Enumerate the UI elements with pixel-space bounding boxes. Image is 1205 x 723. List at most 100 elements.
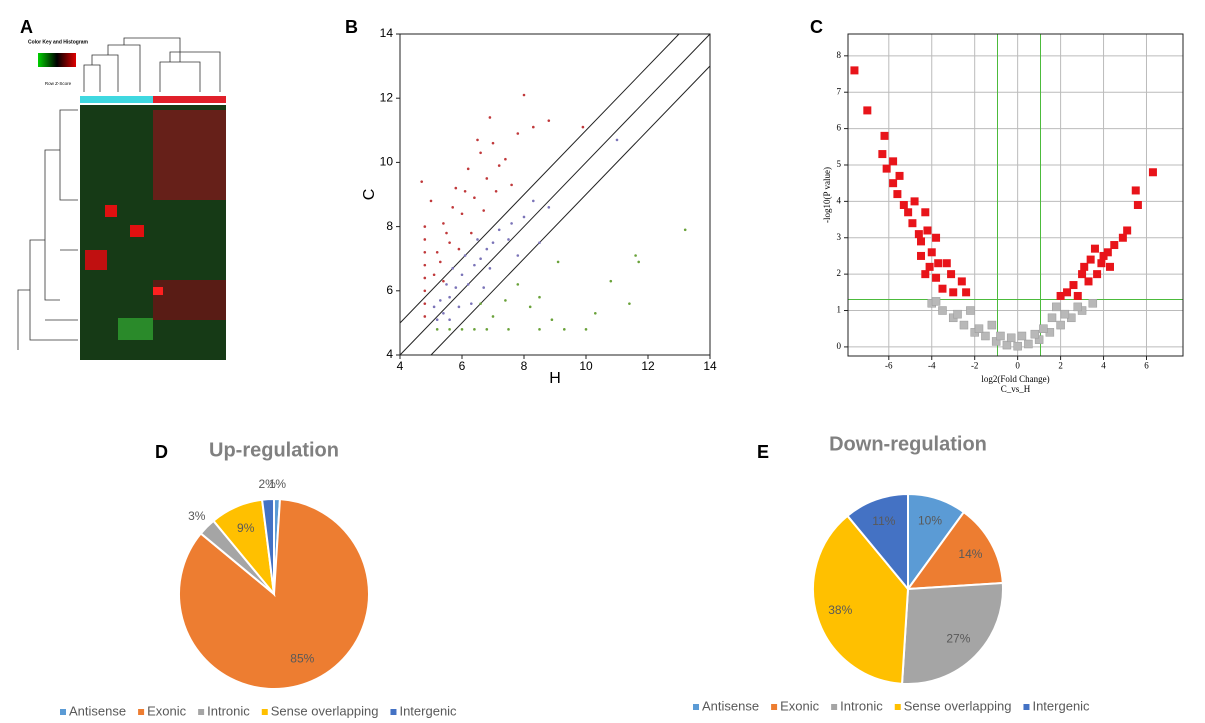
point bbox=[923, 226, 932, 235]
y-tick-label: 1 bbox=[837, 305, 842, 315]
x-axis-label: log2(Fold Change) bbox=[981, 374, 1049, 384]
point bbox=[448, 241, 451, 244]
point bbox=[615, 138, 619, 142]
point bbox=[609, 279, 613, 283]
point bbox=[550, 318, 554, 321]
y-tick-label: 8 bbox=[837, 50, 842, 60]
point bbox=[454, 186, 458, 190]
point bbox=[987, 320, 997, 330]
point bbox=[463, 254, 467, 257]
point bbox=[510, 183, 513, 187]
point bbox=[423, 302, 427, 305]
y-tick-label: 14 bbox=[380, 26, 394, 40]
diagonal-line bbox=[399, 33, 680, 324]
point bbox=[435, 318, 439, 321]
point bbox=[448, 295, 451, 299]
y-axis-label: C bbox=[361, 189, 378, 201]
pie-slice bbox=[260, 497, 275, 595]
point bbox=[504, 157, 507, 161]
point bbox=[893, 190, 902, 199]
legend-label: Sense overlapping bbox=[904, 698, 1012, 713]
point bbox=[473, 196, 476, 200]
point bbox=[953, 309, 962, 319]
point bbox=[439, 260, 442, 264]
point bbox=[878, 150, 887, 159]
x-tick-label: 14 bbox=[703, 359, 717, 373]
x-tick-label: -6 bbox=[885, 361, 893, 371]
point bbox=[479, 257, 482, 261]
group-bar bbox=[80, 96, 153, 103]
group-bar bbox=[153, 96, 226, 103]
x-tick-label: 4 bbox=[1101, 361, 1106, 371]
point bbox=[488, 267, 492, 270]
point bbox=[1006, 333, 1016, 343]
heatmap-block bbox=[105, 205, 117, 217]
data-label: 2% bbox=[258, 477, 276, 491]
point bbox=[917, 251, 926, 260]
point bbox=[423, 263, 427, 267]
point bbox=[470, 231, 473, 235]
point bbox=[1052, 302, 1061, 312]
y-axis-label: -log10(P value) bbox=[822, 167, 832, 223]
y-tick-label: 0 bbox=[837, 341, 842, 351]
point bbox=[683, 228, 687, 232]
point bbox=[485, 177, 489, 180]
point bbox=[516, 254, 520, 257]
point bbox=[460, 212, 464, 216]
heatmap: A Color Key and Histogram Row Z-Score bbox=[17, 17, 226, 360]
point bbox=[921, 270, 930, 279]
point bbox=[1148, 168, 1157, 177]
point bbox=[556, 260, 560, 264]
point bbox=[488, 116, 492, 119]
point bbox=[445, 231, 448, 235]
legend-label: Antisense bbox=[69, 703, 126, 718]
point bbox=[451, 267, 455, 270]
legend-swatch bbox=[771, 704, 778, 710]
point bbox=[1131, 186, 1140, 195]
x-tick-label: -2 bbox=[971, 361, 979, 371]
annotation: C_vs_H bbox=[1001, 384, 1031, 394]
x-tick-label: 6 bbox=[1144, 361, 1149, 371]
point bbox=[1105, 262, 1114, 271]
point bbox=[423, 289, 427, 293]
heatmap-block bbox=[85, 250, 107, 270]
data-label: 10% bbox=[918, 513, 942, 527]
point bbox=[957, 277, 966, 286]
point bbox=[917, 237, 926, 246]
point bbox=[1002, 340, 1012, 350]
x-tick-label: 10 bbox=[579, 359, 593, 373]
point bbox=[516, 283, 520, 286]
color-key bbox=[38, 53, 76, 67]
x-tick-label: 6 bbox=[459, 359, 466, 373]
point bbox=[504, 299, 507, 302]
point bbox=[463, 189, 467, 193]
panel-label: E bbox=[757, 442, 769, 462]
point bbox=[914, 230, 923, 239]
point bbox=[442, 279, 445, 283]
point bbox=[932, 273, 941, 282]
plot: 4 6 8 10 12 14 4 6 8 10 12 14 H C bbox=[361, 26, 717, 387]
point bbox=[448, 328, 451, 331]
point bbox=[423, 225, 427, 228]
point bbox=[1110, 241, 1119, 250]
point bbox=[460, 328, 464, 331]
heatmap-block bbox=[118, 318, 153, 340]
point bbox=[927, 248, 936, 257]
point bbox=[880, 131, 889, 140]
point bbox=[547, 206, 551, 209]
color-key-label: Row Z-Score bbox=[45, 81, 72, 86]
reference-lines bbox=[399, 33, 711, 356]
point bbox=[457, 247, 461, 251]
point bbox=[522, 215, 526, 219]
point bbox=[457, 305, 461, 309]
point bbox=[899, 201, 908, 210]
point bbox=[1123, 226, 1132, 235]
x-tick-label: 2 bbox=[1058, 361, 1063, 371]
point bbox=[473, 328, 476, 331]
point bbox=[429, 199, 433, 203]
point bbox=[1073, 291, 1082, 300]
point bbox=[1013, 341, 1022, 351]
point bbox=[423, 250, 427, 254]
point bbox=[528, 305, 532, 309]
point bbox=[908, 219, 917, 228]
